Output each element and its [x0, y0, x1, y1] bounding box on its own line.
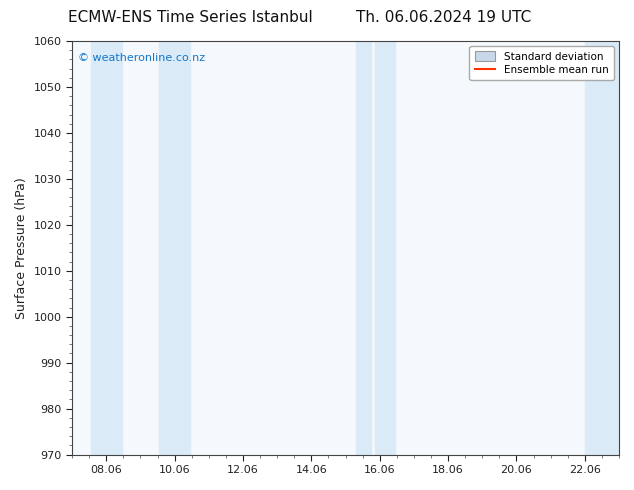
Y-axis label: Surface Pressure (hPa): Surface Pressure (hPa) — [15, 177, 28, 318]
Bar — [585, 41, 619, 455]
Bar — [91, 41, 122, 455]
Bar — [159, 41, 190, 455]
Text: © weatheronline.co.nz: © weatheronline.co.nz — [77, 53, 205, 64]
Text: ECMW-ENS Time Series Istanbul: ECMW-ENS Time Series Istanbul — [68, 10, 313, 25]
Legend: Standard deviation, Ensemble mean run: Standard deviation, Ensemble mean run — [469, 46, 614, 80]
Bar — [375, 41, 395, 455]
Text: Th. 06.06.2024 19 UTC: Th. 06.06.2024 19 UTC — [356, 10, 531, 25]
Bar — [356, 41, 371, 455]
